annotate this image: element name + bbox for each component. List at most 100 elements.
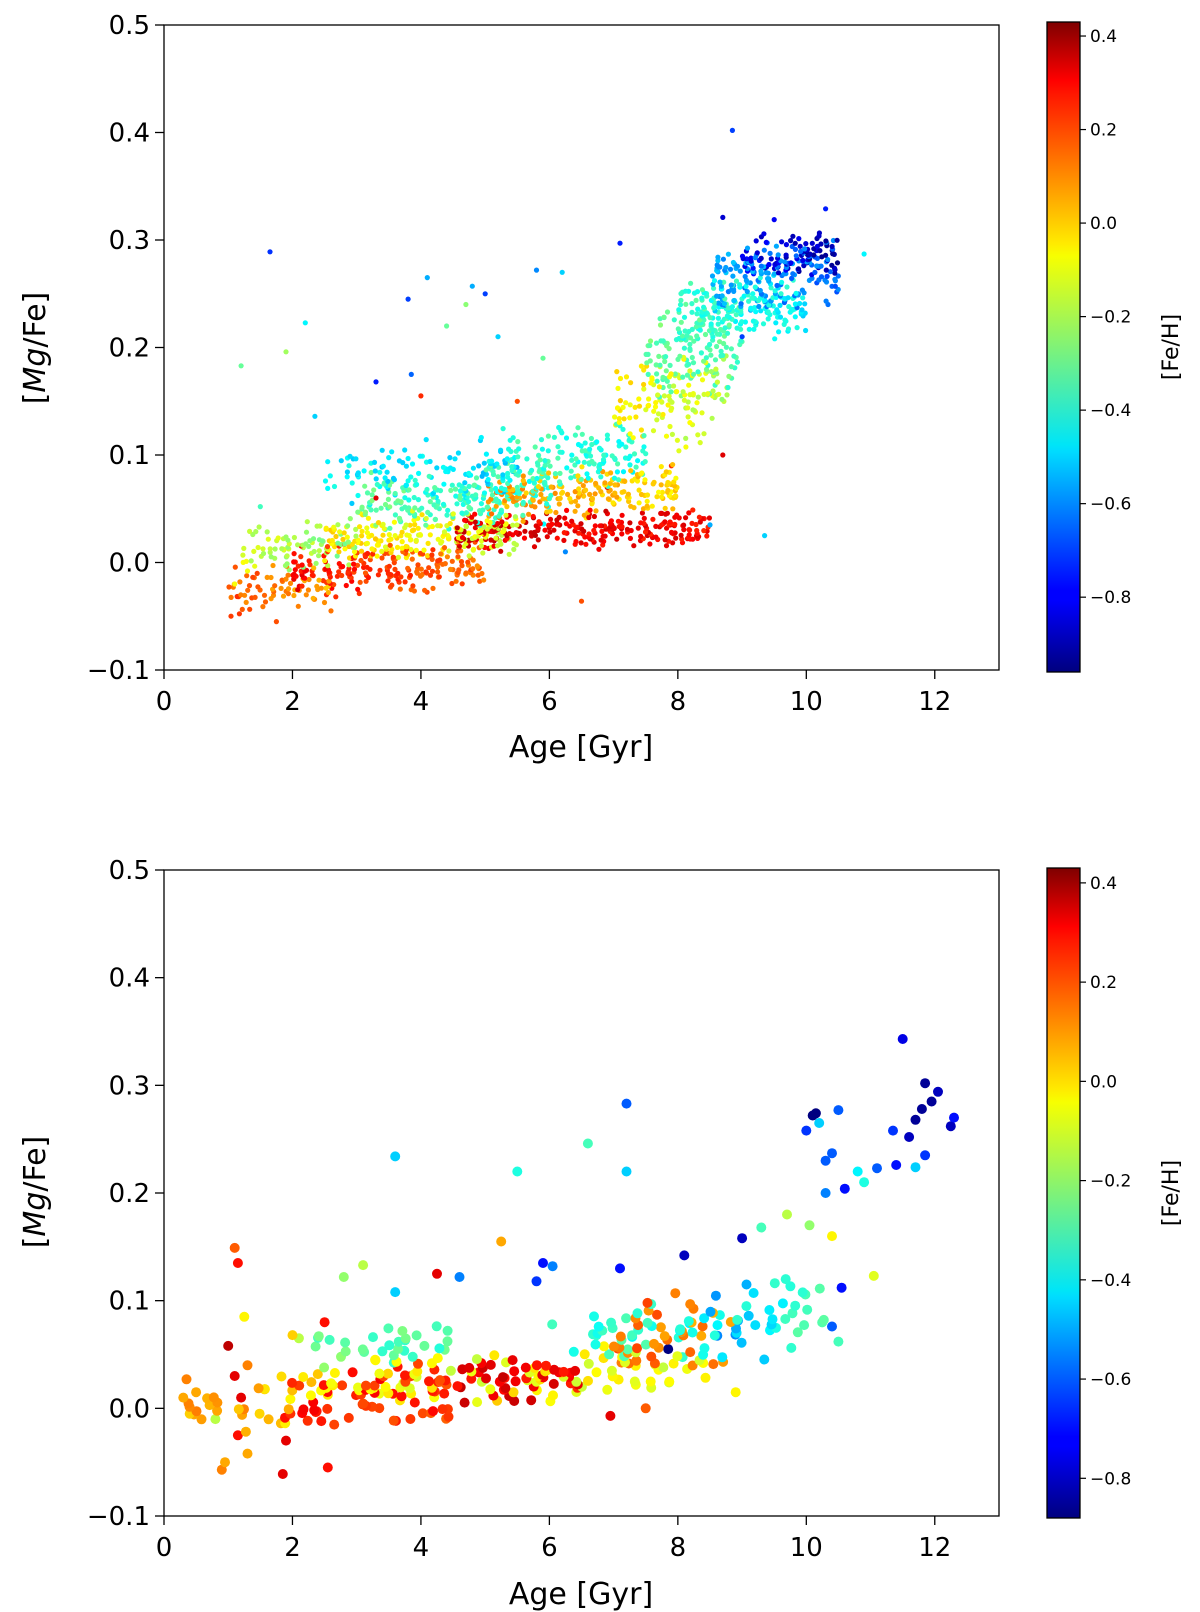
scatter-point [734, 359, 741, 365]
scatter-point [253, 529, 259, 535]
scatter-point [699, 295, 705, 301]
scatter-point [370, 1354, 381, 1365]
scatter-point [655, 392, 661, 398]
scatter-point [513, 530, 519, 536]
scatter-point [708, 1359, 719, 1370]
scatter-point [434, 1343, 445, 1354]
x-tick-label: 4 [413, 1533, 430, 1563]
scatter-point [616, 523, 622, 530]
scatter-point [645, 371, 651, 377]
scatter-point [640, 1403, 651, 1414]
scatter-point [683, 1316, 694, 1327]
scatter-point [679, 1250, 690, 1261]
scatter-point [621, 1098, 632, 1109]
scatter-point [495, 474, 501, 480]
scatter-point [503, 512, 509, 518]
scatter-point [758, 255, 764, 261]
scatter-point [380, 532, 386, 538]
scatter-point [623, 374, 630, 380]
scatter-point [708, 352, 714, 358]
scatter-point [340, 1337, 351, 1348]
scatter-point [552, 490, 558, 496]
scatter-point [228, 594, 234, 601]
scatter-point [548, 484, 554, 490]
scatter-point [435, 536, 441, 542]
scatter-point [557, 449, 563, 455]
scatter-point [364, 550, 371, 557]
scatter-point [774, 307, 780, 313]
scatter-point [281, 1435, 291, 1446]
y-tick-label: 0.4 [109, 964, 150, 994]
scatter-point [661, 393, 668, 399]
colorbar-tick-label: −0.4 [1090, 401, 1131, 421]
scatter-point [835, 273, 841, 279]
scatter-point [413, 547, 419, 554]
scatter-point [386, 532, 392, 538]
scatter-point [817, 248, 823, 254]
scatter-point [685, 1299, 696, 1310]
scatter-point [336, 561, 342, 567]
scatter-point [559, 489, 566, 495]
colorbar-ticks: 0.4 0.2 0.0 −0.2 −0.4 −0.6 −0.8 [1080, 874, 1131, 1489]
scatter-point [682, 328, 688, 334]
scatter-point [572, 489, 578, 495]
scatter-point [399, 529, 405, 535]
scatter-point [658, 510, 664, 516]
scatter-point [399, 539, 405, 545]
scatter-point [558, 1366, 569, 1377]
scatter-point [302, 320, 308, 326]
scatter-point [555, 521, 561, 527]
scatter-point [417, 550, 423, 556]
scatter-point [572, 508, 578, 514]
scatter-point [439, 1388, 450, 1399]
scatter-point [380, 1381, 391, 1392]
scatter-point [636, 403, 643, 409]
scatter-point [579, 1349, 590, 1360]
scatter-point [485, 1384, 496, 1395]
scatter-point [758, 263, 764, 269]
colorbar-tick-label: −0.2 [1090, 308, 1131, 328]
scatter-point [829, 262, 835, 268]
scatter-point [663, 433, 670, 439]
scatter-point [691, 338, 697, 344]
scatter-point [600, 457, 607, 463]
scatter-point [325, 563, 331, 569]
scatter-point [583, 1358, 594, 1369]
scatter-point [340, 536, 346, 543]
scatter-point [742, 319, 749, 325]
scatter-point [814, 1118, 825, 1128]
scatter-point [616, 439, 622, 445]
scatter-point [654, 417, 660, 423]
scatter-point [718, 326, 724, 333]
scatter-point [671, 317, 677, 323]
scatter-point [640, 1339, 651, 1350]
scatter-point [357, 524, 363, 530]
scatter-point [710, 388, 716, 394]
scatter-point [684, 372, 691, 378]
scatter-point [580, 483, 586, 489]
scatter-point [687, 420, 693, 426]
scatter-point [653, 523, 659, 530]
scatter-point [196, 1414, 207, 1425]
scatter-point [427, 532, 433, 538]
scatter-point [311, 565, 317, 571]
scatter-point [718, 283, 725, 289]
scatter-point [425, 509, 431, 515]
scatter-point [689, 309, 695, 315]
scatter-point [731, 353, 737, 359]
scatter-point [699, 410, 705, 416]
scatter-point [587, 491, 593, 497]
scatter-point [587, 453, 594, 459]
scatter-point [325, 485, 331, 491]
scatter-point [358, 1398, 369, 1409]
scatter-point [341, 530, 347, 536]
scatter-point [316, 537, 322, 543]
scatter-point [616, 419, 622, 425]
colorbar-tick-label: 0.4 [1090, 27, 1117, 47]
scatter-point [326, 1378, 337, 1389]
scatter-point [223, 1340, 234, 1351]
scatter-point [361, 468, 367, 474]
scatter-point [419, 571, 425, 578]
scatter-point [268, 554, 274, 560]
scatter-point [701, 358, 707, 364]
